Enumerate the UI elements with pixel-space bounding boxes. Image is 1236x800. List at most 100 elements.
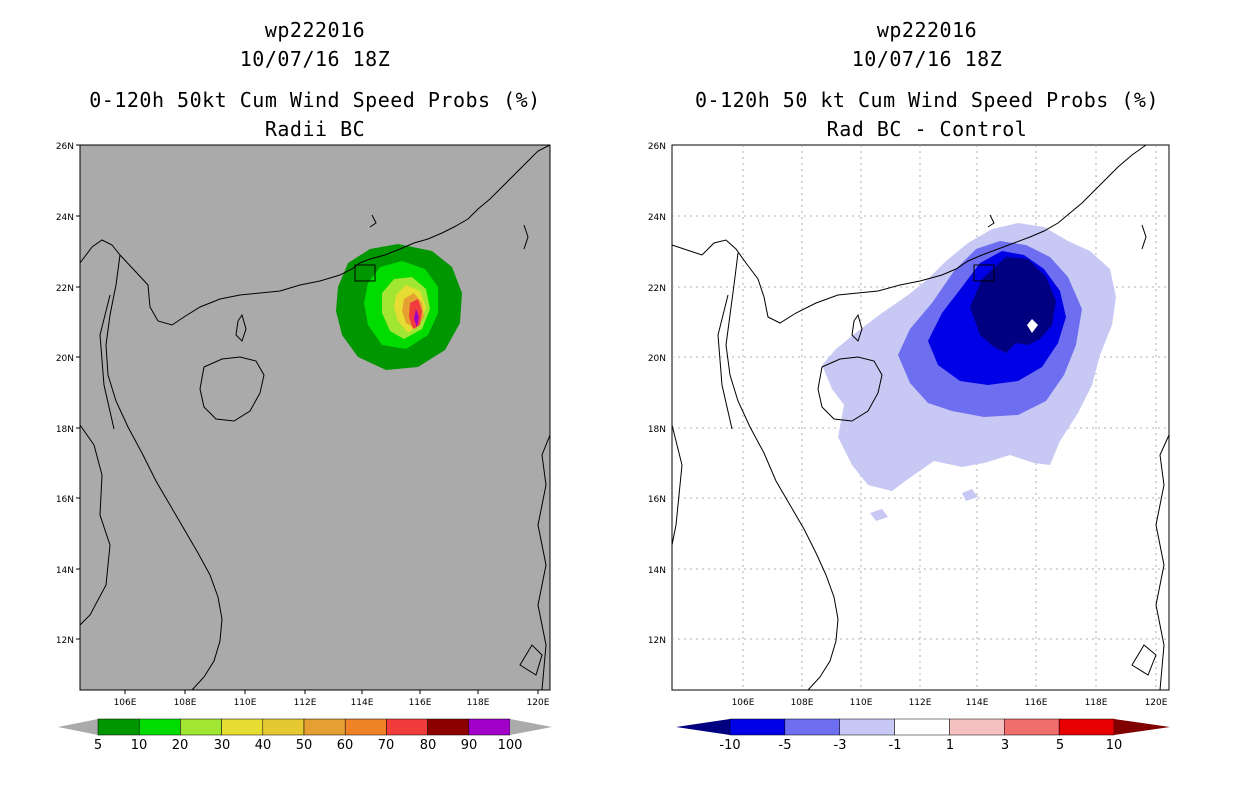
left-lon-label: 114E [351, 698, 374, 708]
right-difference-map: 26N 24N 22N 20N 18N 16N 14N 12N 106E 108… [648, 142, 1170, 708]
left-map-background [79, 144, 551, 691]
right-lat-label: 20N [648, 354, 666, 364]
left-colorbar-swatch [262, 718, 305, 736]
left-colorbar-label: 30 [214, 738, 231, 753]
left-lon-labels: 106E 108E 110E 112E 114E 116E 118E 120E [114, 698, 550, 708]
right-colorbar-label: -10 [719, 738, 740, 753]
right-colorbar-label: 1 [946, 738, 954, 753]
left-colorbar-swatch [180, 718, 222, 736]
right-lon-label: 112E [909, 698, 932, 708]
right-lon-label: 106E [732, 698, 755, 708]
left-probability-map: 26N 24N 22N 20N 18N 16N 14N 12N 106E 108… [56, 142, 551, 708]
right-lon-label: 108E [791, 698, 814, 708]
right-lat-label: 16N [648, 495, 666, 505]
left-lat-label: 16N [56, 495, 74, 505]
right-colorbar-label: -5 [779, 738, 792, 753]
left-lon-label: 112E [294, 698, 317, 708]
left-colorbar-label: 90 [461, 738, 478, 753]
left-storm-id: wp222016 [264, 18, 366, 42]
right-colorbar-swatch [839, 718, 895, 736]
right-colorbar-swatch [729, 718, 786, 736]
left-colorbar-swatch [344, 718, 387, 736]
left-colorbar-low-arrow [58, 719, 98, 735]
left-lon-label: 116E [409, 698, 432, 708]
right-lat-label: 18N [648, 425, 666, 435]
left-colorbar-label: 20 [172, 738, 189, 753]
left-colorbar-label: 80 [420, 738, 437, 753]
left-lon-label: 120E [527, 698, 550, 708]
right-colorbar-label: 5 [1056, 738, 1064, 753]
diff-positive-spot [1027, 319, 1038, 333]
right-lon-label: 116E [1025, 698, 1048, 708]
left-lon-label: 118E [467, 698, 490, 708]
left-colorbar-swatches [97, 718, 511, 736]
right-colorbar-swatch [949, 718, 1005, 736]
left-colorbar-swatch [138, 718, 181, 736]
right-lon-labels: 106E 108E 110E 112E 114E 116E 118E 120E [732, 698, 1168, 708]
right-lat-label: 24N [648, 213, 666, 223]
right-datetime: 10/07/16 18Z [851, 47, 1003, 71]
hainan-island [199, 356, 265, 422]
left-lon-label: 110E [234, 698, 257, 708]
right-colorbar-swatch [1058, 718, 1115, 736]
right-coastline [671, 144, 1170, 691]
left-probability-contours [336, 244, 462, 370]
right-product-title: 0-120h 50 kt Cum Wind Speed Probs (%) [694, 88, 1160, 112]
left-colorbar-label: 5 [94, 738, 102, 753]
contour-90pct [414, 309, 419, 327]
right-lat-label: 14N [648, 566, 666, 576]
left-colorbar-label: 10 [131, 738, 148, 753]
right-lon-label: 118E [1085, 698, 1108, 708]
right-colorbar-swatch [894, 718, 950, 736]
left-lat-label: 26N [56, 142, 74, 152]
right-lat-label: 22N [648, 284, 666, 294]
right-colorbar-label: -1 [889, 738, 902, 753]
left-lon-label: 108E [174, 698, 197, 708]
right-lon-label: 114E [966, 698, 989, 708]
hainan-island [817, 356, 883, 422]
left-colorbar-labels: 5 10 20 30 40 50 60 70 80 90 100 [94, 738, 523, 753]
left-colorbar-swatch [97, 718, 140, 736]
right-colorbar-label: -3 [834, 738, 847, 753]
diff-minus1-blob [870, 509, 888, 521]
left-lat-labels: 26N 24N 22N 20N 18N 16N 14N 12N [56, 142, 74, 646]
left-colorbar-swatch [386, 718, 428, 736]
right-lon-label: 110E [850, 698, 873, 708]
left-lat-label: 20N [56, 354, 74, 364]
left-colorbar-swatch [221, 718, 264, 736]
right-product-subtitle: Rad BC - Control [826, 117, 1028, 141]
left-colorbar-swatch [427, 718, 470, 736]
left-lat-label: 14N [56, 566, 74, 576]
left-product-title: 0-120h 50kt Cum Wind Speed Probs (%) [89, 88, 541, 112]
right-colorbar-label: 3 [1001, 738, 1009, 753]
right-lon-label: 120E [1145, 698, 1168, 708]
left-colorbar-high-arrow [510, 719, 552, 735]
right-colorbar: -10 -5 -3 -1 1 3 5 10 [676, 718, 1170, 753]
left-datetime: 10/07/16 18Z [239, 47, 391, 71]
right-colorbar-swatch [1004, 718, 1060, 736]
left-lat-label: 18N [56, 425, 74, 435]
right-lat-labels: 26N 24N 22N 20N 18N 16N 14N 12N [648, 142, 666, 646]
right-lat-label: 12N [648, 636, 666, 646]
left-coastline [79, 144, 551, 691]
left-lat-label: 12N [56, 636, 74, 646]
left-colorbar-swatch [468, 718, 511, 736]
left-colorbar-label: 40 [255, 738, 272, 753]
left-colorbar-swatch [303, 718, 346, 736]
right-lat-label: 26N [648, 142, 666, 152]
right-difference-contours [822, 223, 1116, 521]
right-colorbar-swatches [729, 718, 1115, 736]
diff-minus1-blob [962, 489, 978, 501]
left-lat-label: 24N [56, 213, 74, 223]
left-colorbar-label: 50 [296, 738, 313, 753]
right-colorbar-high-arrow [1114, 719, 1170, 735]
right-colorbar-label: 10 [1106, 738, 1123, 753]
right-title-block: wp222016 10/07/16 18Z 0-120h 50 kt Cum W… [672, 16, 1182, 144]
right-storm-id: wp222016 [876, 18, 978, 42]
left-colorbar-label: 60 [337, 738, 354, 753]
left-lat-label: 22N [56, 284, 74, 294]
left-axis-ticks [76, 144, 539, 694]
left-colorbar: 5 10 20 30 40 50 60 70 80 90 100 [58, 718, 552, 753]
left-title-block: wp222016 10/07/16 18Z 0-120h 50kt Cum Wi… [80, 16, 550, 144]
left-colorbar-label: 70 [378, 738, 395, 753]
